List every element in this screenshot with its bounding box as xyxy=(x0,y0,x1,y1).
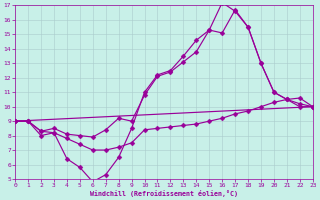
X-axis label: Windchill (Refroidissement éolien,°C): Windchill (Refroidissement éolien,°C) xyxy=(90,190,238,197)
